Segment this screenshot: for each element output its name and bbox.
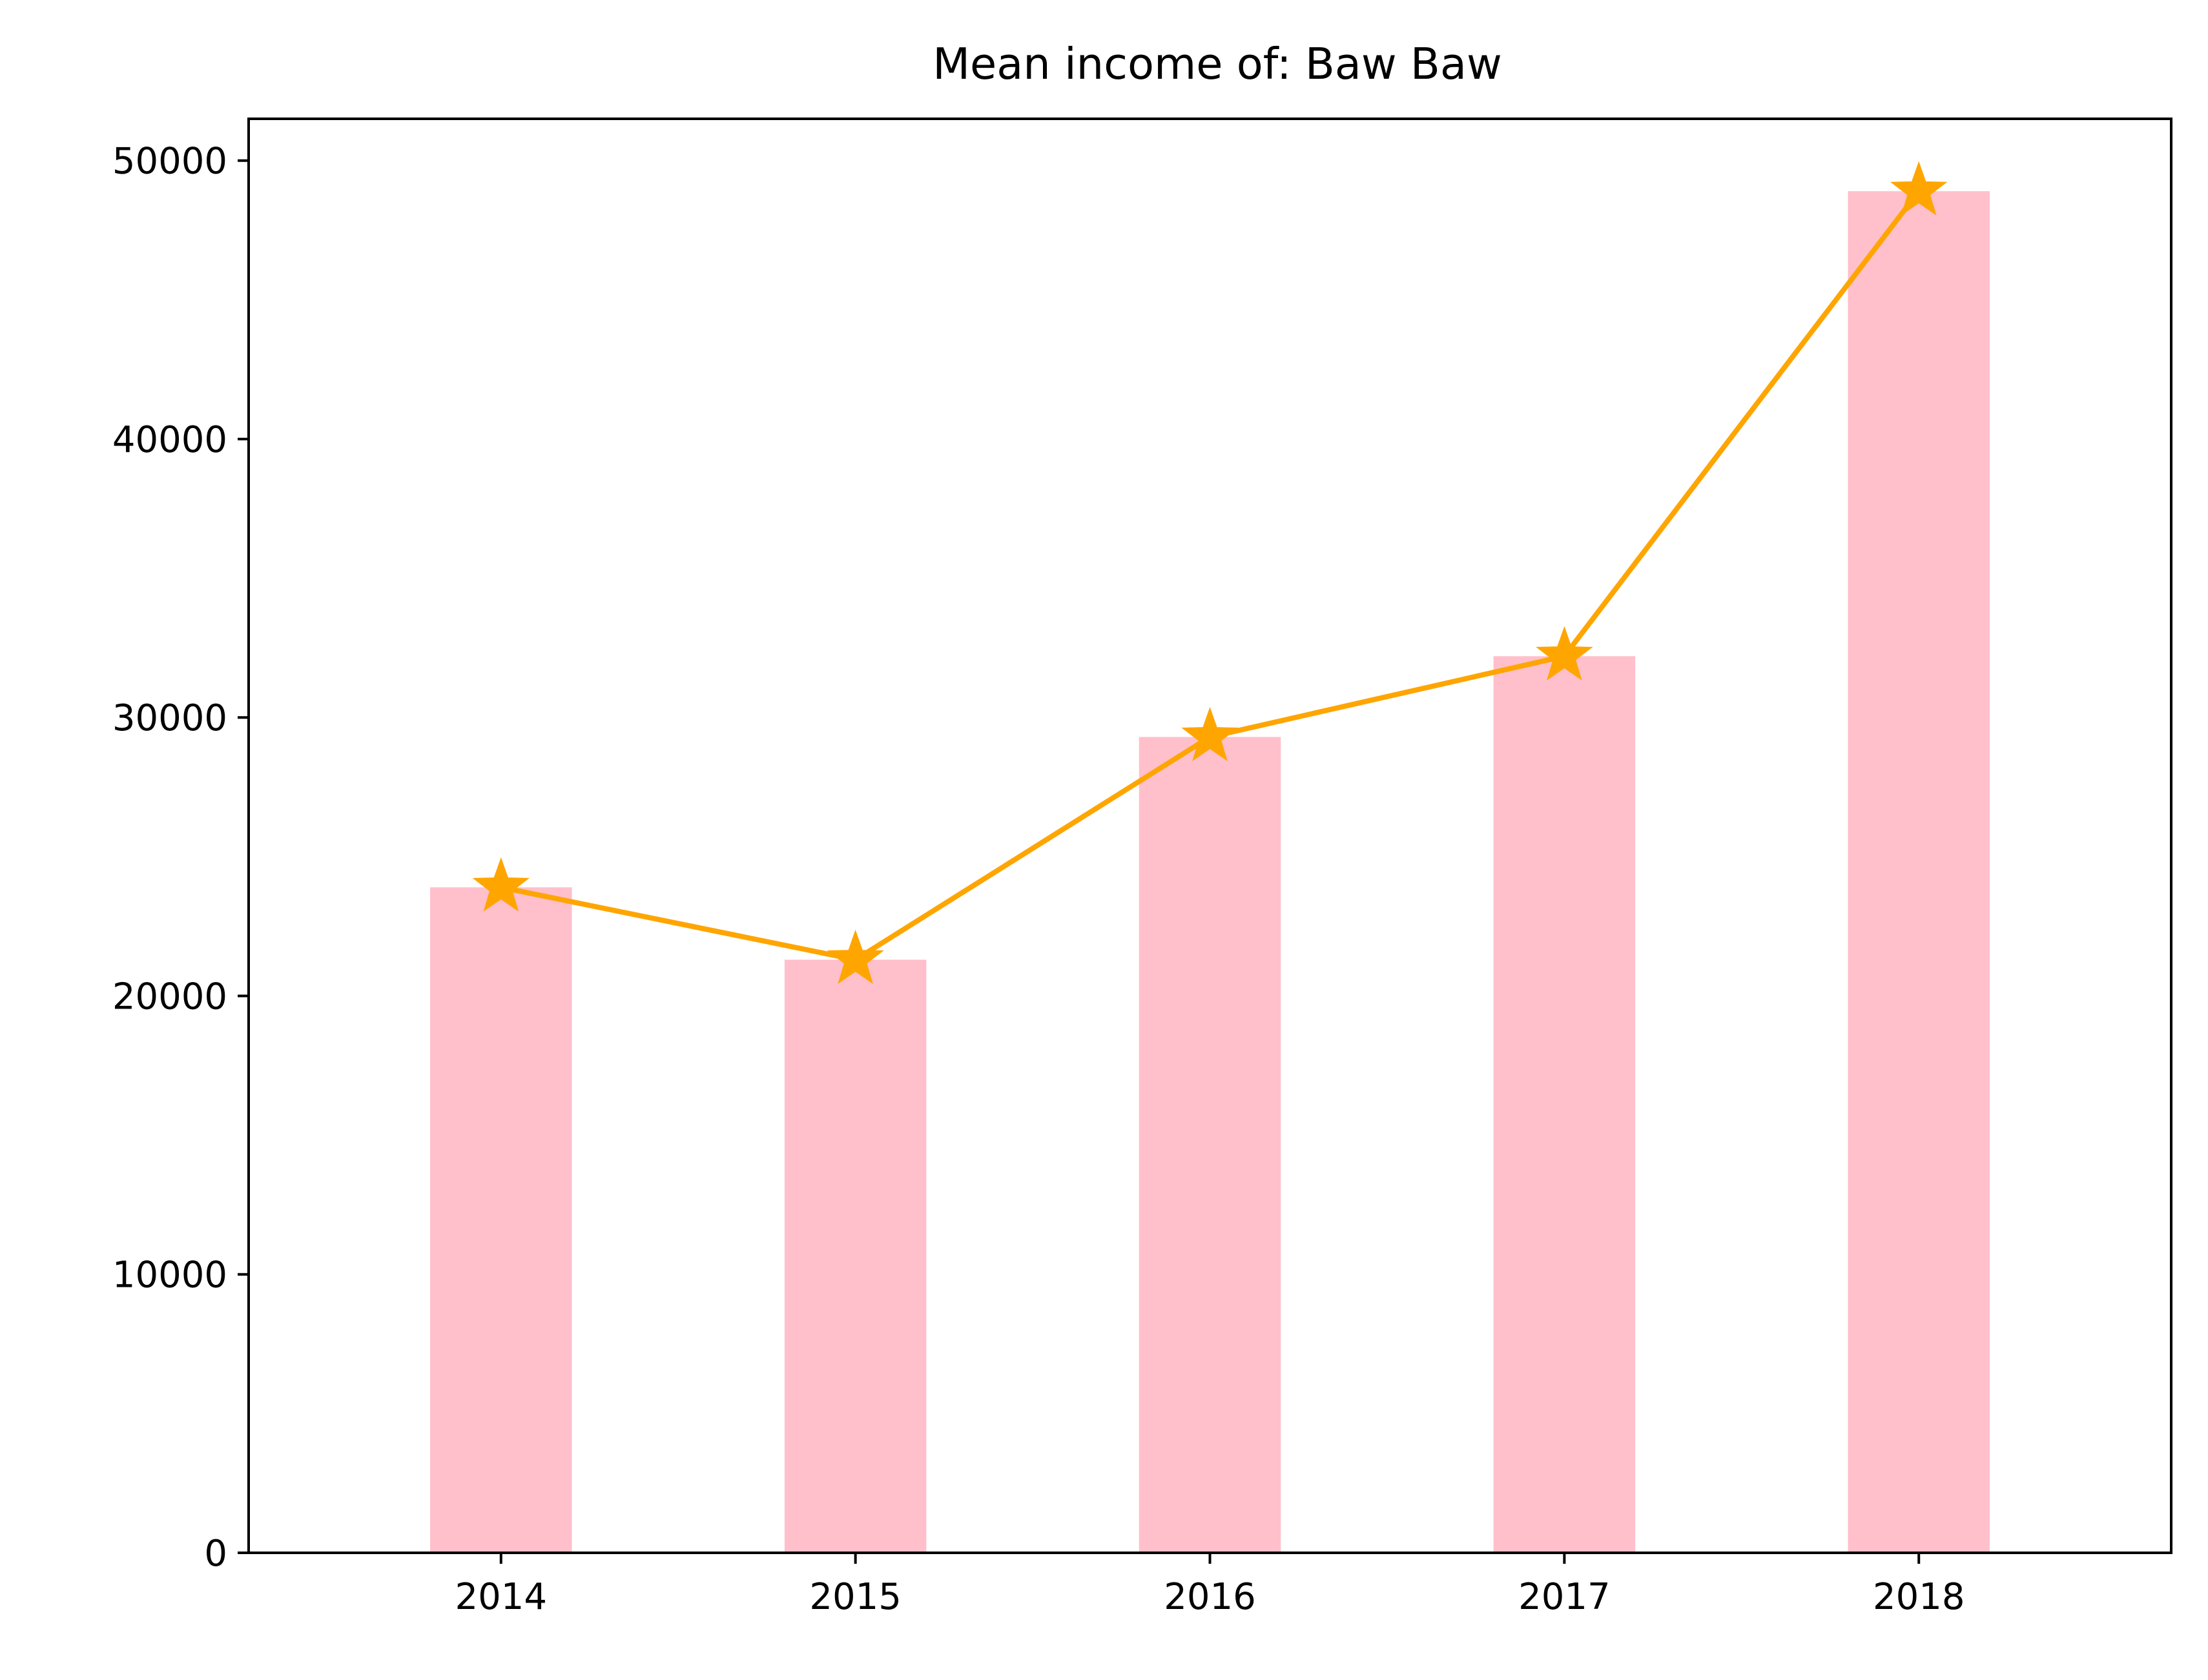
bars-group [430,191,1990,1553]
y-tick-label-30000: 30000 [112,697,227,739]
x-tick-label-2015: 2015 [809,1576,902,1618]
point-2018 [1890,161,1948,216]
y-tick-label-10000: 10000 [112,1255,227,1296]
line-series-group [472,161,1948,985]
y-tick-label-40000: 40000 [112,419,227,461]
bar-2018 [1848,191,1990,1553]
y-tick-label-20000: 20000 [112,976,227,1018]
point-2017 [1536,626,1593,681]
y-tick-label-50000: 50000 [112,141,227,183]
point-2016 [1181,706,1239,762]
point-2015 [827,929,884,985]
axes-group: 0 10000 20000 30000 40000 50000 2014 2015 2016 20… [112,118,2172,1618]
bar-2015 [784,959,927,1553]
point-2014 [472,857,530,912]
bar-2017 [1493,656,1636,1553]
x-tick-label-2017: 2017 [1518,1576,1611,1618]
chart-title: Mean income of: Baw Baw [933,39,1502,89]
y-tick-label-0: 0 [204,1533,227,1575]
bar-2014 [430,887,572,1553]
x-tick-label-2014: 2014 [455,1576,548,1618]
bar-2016 [1139,737,1281,1553]
x-tick-label-2016: 2016 [1164,1576,1256,1618]
x-tick-label-2018: 2018 [1873,1576,1965,1618]
